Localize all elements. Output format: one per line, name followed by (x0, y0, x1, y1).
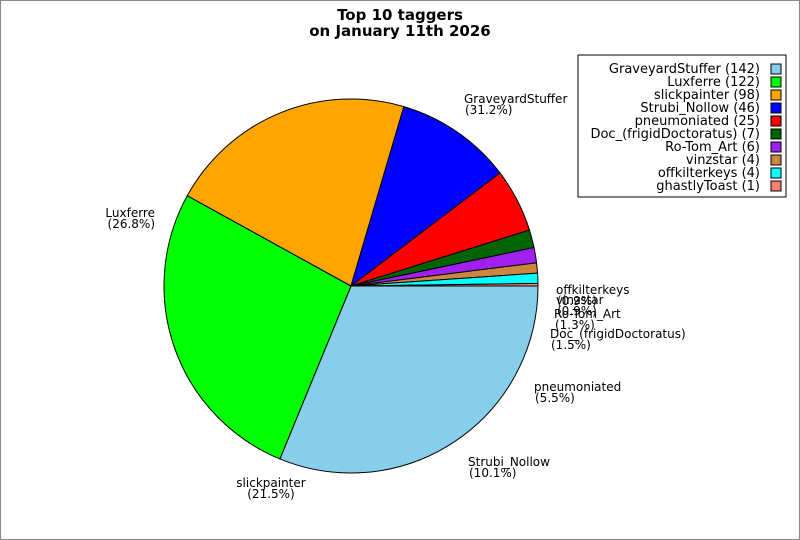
legend-swatch (770, 180, 782, 192)
pie-slice-graveyardstuffer (279, 285, 539, 474)
legend-label: Doc_(frigidDoctoratus) (7) (590, 127, 760, 142)
pie-slices (163, 98, 539, 474)
legend-swatch (770, 167, 782, 179)
slice-label-name: offkilterkeys (556, 283, 630, 297)
slice-label: slickpainter (21.5%) (236, 476, 305, 501)
slice-label-name: Doc_(frigidDoctoratus) (550, 327, 686, 341)
slice-label-name: GraveyardStuffer (464, 92, 567, 106)
chart-title-line-2: on January 11th 2026 (309, 22, 490, 40)
slice-label: Strubi_Nollow (10.1%) (468, 455, 550, 480)
legend-swatch (770, 76, 782, 88)
slice-label-percent: (10.1%) (469, 466, 516, 480)
legend-label: Luxferre (122) (667, 75, 760, 90)
legend-swatch (770, 63, 782, 75)
pie-slice-luxferre (163, 195, 352, 460)
legend-label: vinzstar (4) (686, 153, 760, 168)
legend-swatch (770, 115, 782, 127)
slice-label-percent: (26.8%) (108, 217, 155, 231)
legend-swatch (770, 128, 782, 140)
slice-label-percent: (1.5%) (551, 338, 591, 352)
chart-title-line-1: Top 10 taggers (337, 6, 463, 24)
legend-box (577, 54, 787, 198)
slice-label-percent: (0.9%) (557, 304, 597, 318)
legend-swatch (770, 141, 782, 153)
legend-label: GraveyardStuffer (142) (609, 62, 760, 77)
slice-label-name: Ro-Tom_Art (554, 307, 621, 321)
pie-slice-ghastlytoast (350, 282, 539, 287)
legend-label: offkilterkeys (4) (658, 166, 760, 181)
slice-label-name: slickpainter (236, 476, 305, 490)
legend-swatch (770, 102, 782, 114)
slice-label: offkilterkeys (0.9%) (556, 283, 630, 308)
pie-slice-strubi-nollow (350, 105, 501, 288)
slice-label: pneumoniated (5.5%) (534, 380, 621, 405)
legend-swatch (770, 154, 782, 166)
slice-label-percent: (21.5%) (247, 487, 294, 501)
slice-label-name: Strubi_Nollow (468, 455, 550, 469)
slice-label-name: Luxferre (105, 206, 155, 220)
legend-label: slickpainter (98) (654, 88, 760, 103)
legend-label: ghastlyToast (1) (656, 179, 760, 194)
legend-swatch (770, 89, 782, 101)
slice-label: GraveyardStuffer (31.2%) (464, 92, 567, 117)
slice-label: vinzstar (0.9%) (556, 293, 604, 318)
slice-label-percent: (5.5%) (535, 391, 575, 405)
chart-title: Top 10 taggers on January 11th 2026 (309, 6, 490, 40)
slice-labels: GraveyardStuffer (31.2%) Luxferre (26.8%) sl… (105, 92, 685, 501)
legend-label: Strubi_Nollow (46) (640, 101, 760, 116)
legend-label: Ro-Tom_Art (6) (665, 140, 760, 155)
slice-label-percent: (31.2%) (465, 103, 512, 117)
slice-label-percent: (0.9%) (557, 294, 597, 308)
slice-label-name: vinzstar (556, 293, 604, 307)
legend: GraveyardStuffer (142)Luxferre (122)slic… (577, 54, 787, 198)
slice-label: Doc_(frigidDoctoratus) (1.5%) (550, 327, 686, 352)
legend-label: pneumoniated (25) (635, 114, 760, 129)
slice-label: Ro-Tom_Art (1.3%) (554, 307, 621, 332)
slice-label: Luxferre (26.8%) (105, 206, 155, 231)
pie-slice-slickpainter (186, 98, 405, 287)
slice-label-percent: (1.3%) (555, 318, 595, 332)
slice-label-name: pneumoniated (534, 380, 621, 394)
